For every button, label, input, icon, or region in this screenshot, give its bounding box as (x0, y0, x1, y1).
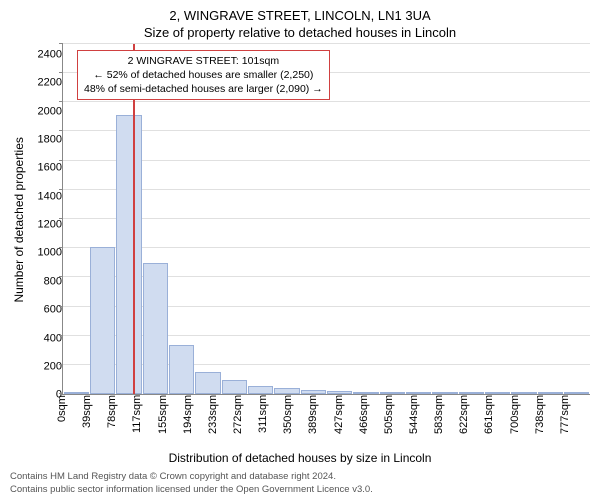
y-tick-label: 2400 (38, 49, 62, 60)
x-tick-label: 78sqm (107, 395, 132, 449)
histogram-bar (64, 392, 89, 394)
x-axis-label: Distribution of detached houses by size … (10, 451, 590, 465)
y-tick-label: 800 (44, 276, 62, 287)
grid-line (63, 43, 590, 44)
histogram-bar (327, 391, 352, 394)
histogram-bar (248, 386, 273, 395)
x-tick-label: 544sqm (409, 395, 434, 449)
grid-line (63, 160, 590, 161)
x-axis-ticks: 0sqm39sqm78sqm117sqm155sqm194sqm233sqm27… (62, 395, 590, 449)
histogram-bar (564, 392, 589, 394)
chart-title-line2: Size of property relative to detached ho… (10, 25, 590, 42)
x-tick-label: 661sqm (484, 395, 509, 449)
histogram-bar (90, 247, 115, 395)
histogram-bar (406, 392, 431, 394)
y-tick-mark (59, 160, 63, 161)
histogram-bar (511, 392, 536, 394)
chart-title-line1: 2, WINGRAVE STREET, LINCOLN, LN1 3UA (10, 8, 590, 25)
y-tick-mark (59, 247, 63, 248)
x-tick-label: 583sqm (434, 395, 459, 449)
histogram-bar (274, 388, 299, 395)
footer-line1: Contains HM Land Registry data © Crown c… (10, 471, 590, 483)
y-tick-label: 2000 (38, 106, 62, 117)
y-axis-label: Number of detached properties (10, 44, 28, 396)
histogram-bar (380, 392, 405, 394)
annotation-line1: 2 WINGRAVE STREET: 101sqm (84, 54, 323, 68)
x-tick-label: 738sqm (535, 395, 560, 449)
grid-line (63, 247, 590, 248)
grid-line (63, 130, 590, 131)
x-tick-label: 777sqm (560, 395, 585, 449)
y-tick-label: 1000 (38, 248, 62, 259)
x-tick-label: 311sqm (258, 395, 283, 449)
x-tick-label: 194sqm (183, 395, 208, 449)
x-tick-label: 272sqm (233, 395, 258, 449)
y-tick-mark (59, 130, 63, 131)
y-tick-mark (59, 276, 63, 277)
x-tick-label: 427sqm (334, 395, 359, 449)
y-tick-mark (59, 101, 63, 102)
x-tick-label: 505sqm (384, 395, 409, 449)
x-tick-label: 700sqm (510, 395, 535, 449)
histogram-bar (195, 372, 220, 394)
histogram-bar (222, 380, 247, 395)
grid-line (63, 101, 590, 102)
y-tick-label: 1400 (38, 191, 62, 202)
y-axis-ticks: 0200400600800100012001400160018002000220… (28, 44, 62, 396)
x-tick-label: 0sqm (57, 395, 82, 449)
annotation-box: 2 WINGRAVE STREET: 101sqm ← 52% of detac… (77, 50, 330, 101)
histogram-bar (485, 392, 510, 394)
histogram-bar (353, 392, 378, 394)
chart-area: Number of detached properties 0200400600… (10, 44, 590, 396)
x-tick-label: 233sqm (208, 395, 233, 449)
y-tick-mark (59, 335, 63, 336)
x-tick-label: 389sqm (308, 395, 333, 449)
y-tick-label: 1800 (38, 134, 62, 145)
y-tick-mark (59, 306, 63, 307)
histogram-bar (432, 392, 457, 394)
y-tick-label: 1600 (38, 163, 62, 174)
y-tick-mark (59, 72, 63, 73)
y-tick-mark (59, 43, 63, 44)
footer-line2: Contains public sector information licen… (10, 484, 590, 496)
y-tick-mark (59, 218, 63, 219)
histogram-bar (143, 263, 168, 394)
x-tick-label: 117sqm (132, 395, 157, 449)
histogram-bar (538, 392, 563, 394)
histogram-bar (459, 392, 484, 394)
x-tick-label: 350sqm (283, 395, 308, 449)
grid-line (63, 189, 590, 190)
plot-area: 2 WINGRAVE STREET: 101sqm ← 52% of detac… (62, 44, 590, 396)
x-tick-label: 39sqm (82, 395, 107, 449)
y-tick-mark (59, 189, 63, 190)
x-tick-label: 622sqm (459, 395, 484, 449)
y-tick-label: 2200 (38, 78, 62, 89)
annotation-line3: 48% of semi-detached houses are larger (… (84, 82, 323, 96)
x-tick-label: 155sqm (158, 395, 183, 449)
y-tick-label: 200 (44, 361, 62, 372)
chart-title-block: 2, WINGRAVE STREET, LINCOLN, LN1 3UA Siz… (10, 8, 590, 44)
footer: Contains HM Land Registry data © Crown c… (10, 471, 590, 496)
y-tick-mark (59, 364, 63, 365)
y-tick-label: 1200 (38, 220, 62, 231)
histogram-bar (301, 390, 326, 394)
annotation-line2: ← 52% of detached houses are smaller (2,… (84, 68, 323, 82)
x-tick-label: 466sqm (359, 395, 384, 449)
grid-line (63, 218, 590, 219)
histogram-bar (116, 115, 141, 394)
histogram-bar (169, 345, 194, 395)
